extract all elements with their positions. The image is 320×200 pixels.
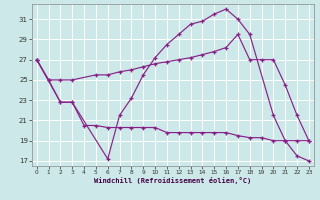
X-axis label: Windchill (Refroidissement éolien,°C): Windchill (Refroidissement éolien,°C) bbox=[94, 177, 252, 184]
